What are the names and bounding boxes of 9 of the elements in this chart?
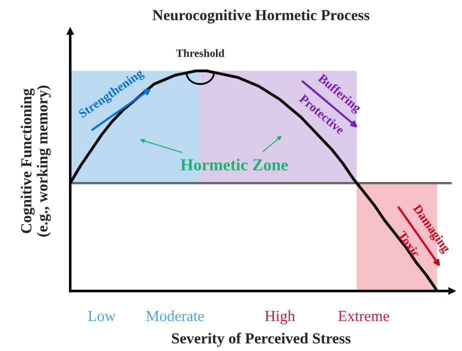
- chart-title: Neurocognitive Hormetic Process: [152, 10, 370, 24]
- x-axis-title: Severity of Perceived Stress: [172, 332, 351, 347]
- annotation: Hormetic Zone: [180, 158, 288, 170]
- x-tick-label: Extreme: [338, 311, 390, 322]
- x-tick-label: High: [265, 310, 295, 324]
- annotation: Threshold: [176, 49, 224, 57]
- y-axis-title: Cognitive Functioning (e.g., working memory): [20, 86, 51, 237]
- x-tick-label: Low: [88, 311, 116, 322]
- x-tick-label: Moderate: [146, 310, 204, 322]
